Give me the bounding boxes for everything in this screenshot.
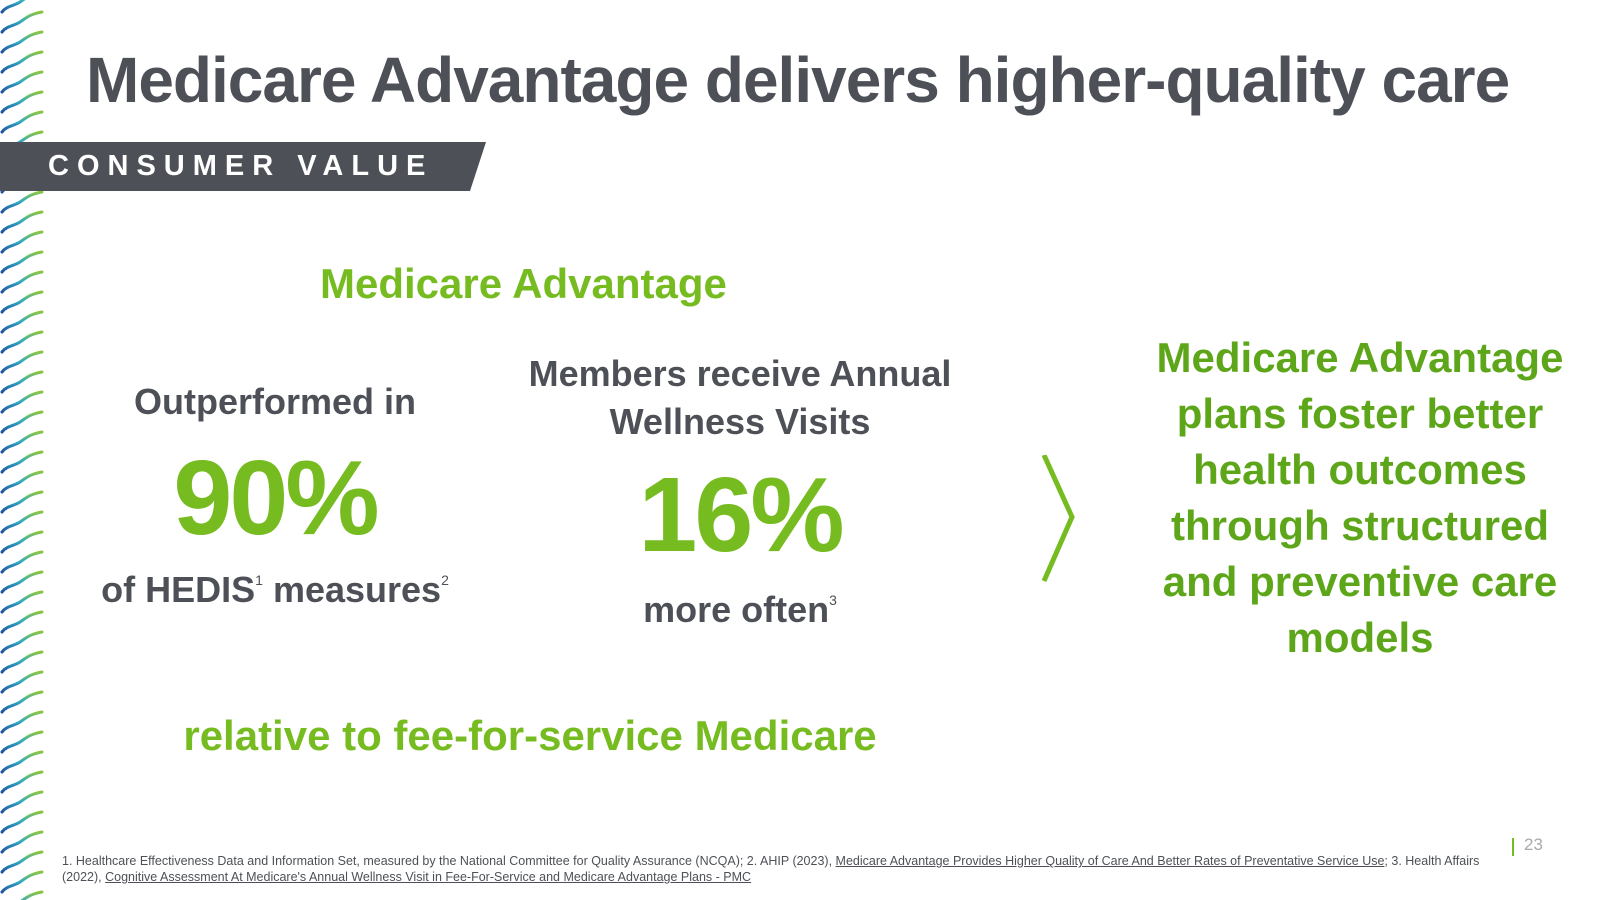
footnote-text-1: 1. Healthcare Effectiveness Data and Inf…	[62, 854, 836, 868]
stat1-value: 90%	[173, 439, 379, 557]
wave-line	[0, 870, 44, 894]
wave-line	[0, 330, 44, 354]
wave-line	[0, 30, 44, 54]
wave-line	[0, 370, 44, 394]
section-banner: CONSUMER VALUE	[0, 142, 486, 191]
wave-line	[0, 290, 44, 314]
footnote-link-health-affairs[interactable]: Cognitive Assessment At Medicare's Annua…	[105, 870, 752, 884]
wave-line	[0, 0, 26, 14]
wave-line	[0, 830, 44, 854]
footnote-ref-2: 2	[441, 572, 449, 588]
wave-line	[0, 650, 44, 674]
wave-line	[0, 610, 44, 634]
wave-pattern-decoration	[0, 0, 44, 900]
wave-line	[0, 670, 44, 694]
wave-line	[0, 210, 44, 234]
stat2-value: 16%	[638, 456, 844, 574]
wave-line	[0, 630, 44, 654]
wave-line	[20, 890, 44, 900]
wave-line	[0, 750, 44, 774]
wave-line	[0, 350, 44, 374]
page-number-divider	[1512, 838, 1514, 856]
conclusion-text: Medicare Advantage plans foster better h…	[1156, 334, 1564, 661]
wave-line	[0, 730, 44, 754]
banner-shape	[0, 142, 486, 191]
wave-line	[0, 110, 44, 134]
footnote-text-2: ; 3. Health Affairs (2022),	[62, 854, 1480, 884]
wave-line	[0, 490, 44, 514]
stat2-caption-text: more often	[643, 589, 830, 630]
wave-line	[0, 310, 44, 334]
stat1-heading: Outperformed in	[133, 381, 416, 422]
wave-line	[0, 430, 44, 454]
wave-line	[0, 390, 44, 414]
wave-line	[0, 570, 44, 594]
footnote-link-ahip[interactable]: Medicare Advantage Provides Higher Quali…	[835, 854, 1385, 868]
wave-line	[0, 90, 44, 114]
wave-line	[0, 190, 44, 214]
wave-line	[0, 270, 44, 294]
wave-line	[0, 790, 44, 814]
wave-line	[0, 770, 44, 794]
wave-line	[0, 530, 44, 554]
stat2-caption: more often3	[560, 582, 920, 632]
wave-line	[0, 810, 44, 834]
section-label: Medicare Advantage	[320, 260, 727, 307]
wave-line	[0, 230, 44, 254]
wave-line	[0, 10, 44, 34]
footnote-ref-1: 1	[255, 572, 263, 588]
stat2-heading: Members receive Annual Wellness Visits	[528, 353, 952, 442]
wave-line	[0, 50, 44, 74]
chevron-right-icon	[1041, 455, 1075, 583]
page-number: 23	[1524, 835, 1543, 854]
banner-label: CONSUMER VALUE	[48, 150, 434, 182]
wave-line	[0, 590, 44, 614]
wave-line	[0, 690, 44, 714]
wave-line	[0, 450, 44, 474]
wave-line	[0, 850, 44, 874]
wave-line	[0, 70, 44, 94]
wave-line	[0, 250, 44, 274]
slide-title: Medicare Advantage delivers higher-quali…	[86, 44, 1510, 116]
wave-line	[0, 470, 44, 494]
wave-line	[0, 710, 44, 734]
wave-line	[0, 510, 44, 534]
comparison-note: relative to fee-for-service Medicare	[183, 712, 877, 759]
stat1-caption-a: of HEDIS	[101, 569, 256, 610]
footnote-ref-3: 3	[829, 592, 837, 608]
footnote: 1. Healthcare Effectiveness Data and Inf…	[62, 853, 1522, 885]
wave-line	[0, 550, 44, 574]
wave-line	[0, 410, 44, 434]
stat1-caption-b: measures	[262, 569, 442, 610]
stat1-caption: of HEDIS1 measures2	[80, 562, 470, 612]
